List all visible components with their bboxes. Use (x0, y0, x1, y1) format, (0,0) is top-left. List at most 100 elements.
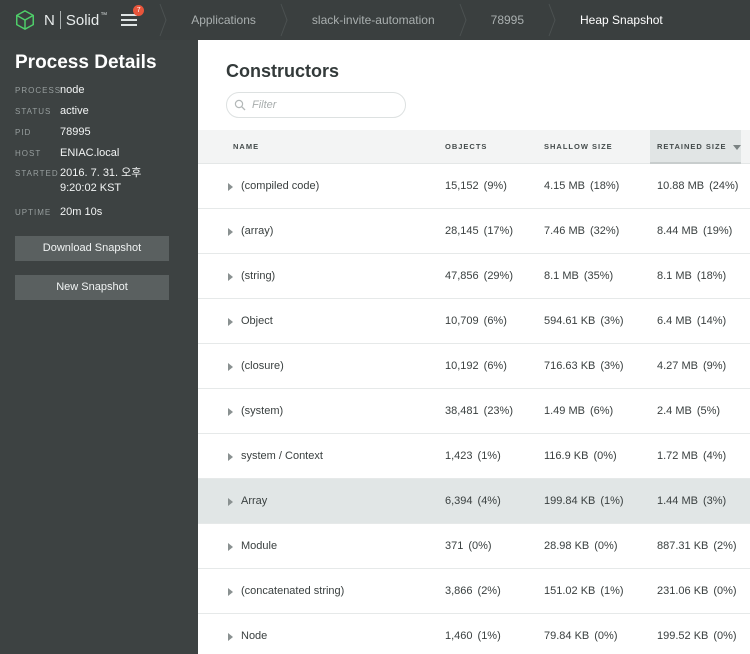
objects-count: 47,856 (445, 270, 479, 282)
expand-arrow-icon[interactable] (228, 228, 233, 236)
nsolid-logo[interactable]: N Solid ™ (14, 0, 107, 40)
cell-retained-size: 2.4 MB (5%) (657, 389, 720, 434)
expand-arrow-icon[interactable] (228, 588, 233, 596)
cell-objects: 28,145 (17%) (445, 209, 513, 254)
objects-percent: (1%) (477, 630, 501, 642)
table-row[interactable]: (array) 28,145 (17%) 7.46 MB (32%) 8.44 MB (19… (198, 209, 750, 254)
objects-percent: (23%) (483, 405, 513, 417)
expand-arrow-icon[interactable] (228, 498, 233, 506)
detail-row: STATUS active (15, 104, 89, 119)
expand-arrow-icon[interactable] (228, 363, 233, 371)
shallow-size-value: 151.02 KB (544, 585, 596, 597)
breadcrumb-chevron-icon (449, 0, 477, 40)
cell-shallow-size: 199.84 KB (1%) (544, 479, 624, 524)
constructors-table: (compiled code) 15,152 (9%) 4.15 MB (18%) 10.… (198, 164, 750, 654)
retained-size-value: 2.4 MB (657, 405, 692, 417)
expand-arrow-icon[interactable] (228, 273, 233, 281)
breadcrumb-chevron-icon (149, 0, 177, 40)
table-row[interactable]: Module 371 (0%) 28.98 KB (0%) 887.31 KB (2%) (198, 524, 750, 569)
process-details-sidebar: Process Details PROCESS node STATUS active P… (0, 40, 198, 654)
shallow-size-value: 116.9 KB (544, 450, 589, 462)
main-panel: Constructors NAME OBJECTS SHALLOW SIZE R… (198, 40, 750, 654)
detail-key: STARTED (15, 169, 59, 178)
cell-shallow-size: 716.63 KB (3%) (544, 344, 624, 389)
detail-value: 78995 (60, 126, 91, 138)
shallow-size-value: 594.61 KB (544, 315, 596, 327)
cell-objects: 1,460 (1%) (445, 614, 501, 654)
logo-trademark: ™ (100, 11, 108, 19)
cell-retained-size: 8.1 MB (18%) (657, 254, 726, 299)
cell-name: Object (241, 315, 273, 327)
retained-size-value: 8.44 MB (657, 225, 698, 237)
objects-count: 3,866 (445, 585, 473, 597)
shallow-size-value: 28.98 KB (544, 540, 590, 552)
objects-count: 28,145 (445, 225, 479, 237)
shallow-size-value: 79.84 KB (544, 630, 590, 642)
cell-objects: 1,423 (1%) (445, 434, 501, 479)
filter-input[interactable] (252, 99, 392, 111)
retained-size-label: RETAINED SIZE (657, 142, 727, 151)
expand-arrow-icon[interactable] (228, 453, 233, 461)
table-row[interactable]: system / Context 1,423 (1%) 116.9 KB (0%) 1.7… (198, 434, 750, 479)
cell-retained-size: 887.31 KB (2%) (657, 524, 737, 569)
table-row[interactable]: (system) 38,481 (23%) 1.49 MB (6%) 2.4 MB (5%) (198, 389, 750, 434)
column-header-objects[interactable]: OBJECTS (445, 142, 488, 151)
cell-shallow-size: 79.84 KB (0%) (544, 614, 618, 654)
retained-size-value: 231.06 KB (657, 585, 709, 597)
download-snapshot-button[interactable]: Download Snapshot (15, 236, 169, 261)
cell-objects: 15,152 (9%) (445, 164, 507, 209)
retained-size-percent: (0%) (713, 585, 737, 597)
detail-row: HOST ENIAC.local (15, 146, 119, 161)
cell-name: (system) (241, 405, 284, 417)
menu-bar (121, 14, 138, 16)
breadcrumb-item[interactable]: 78995 (490, 13, 525, 27)
cell-name: (closure) (241, 360, 284, 372)
column-header-name[interactable]: NAME (233, 142, 260, 151)
retained-size-value: 1.44 MB (657, 495, 698, 507)
breadcrumb-item[interactable]: Applications (191, 13, 256, 27)
table-row[interactable]: (string) 47,856 (29%) 8.1 MB (35%) 8.1 MB (18%… (198, 254, 750, 299)
table-row[interactable]: (concatenated string) 3,866 (2%) 151.02 KB (… (198, 569, 750, 614)
sort-descending-icon (732, 144, 741, 150)
table-header: NAME OBJECTS SHALLOW SIZE RETAINED SIZE (198, 130, 750, 164)
expand-arrow-icon[interactable] (228, 408, 233, 416)
shallow-size-percent: (0%) (593, 450, 617, 462)
expand-arrow-icon[interactable] (228, 183, 233, 191)
hamburger-menu-icon[interactable]: 7 (121, 5, 145, 30)
page-title: Constructors (226, 61, 340, 81)
breadcrumb-item[interactable]: slack-invite-automation (311, 13, 435, 27)
logo-n-text: N (44, 11, 55, 29)
table-row[interactable]: Object 10,709 (6%) 594.61 KB (3%) 6.4 MB (14%) (198, 299, 750, 344)
objects-count: 371 (445, 540, 464, 552)
expand-arrow-icon[interactable] (228, 318, 233, 326)
cell-shallow-size: 151.02 KB (1%) (544, 569, 624, 614)
retained-size-value: 887.31 KB (657, 540, 709, 552)
filter-box[interactable] (226, 92, 406, 118)
column-header-shallow-size[interactable]: SHALLOW SIZE (544, 142, 613, 151)
table-row[interactable]: Node 1,460 (1%) 79.84 KB (0%) 199.52 KB (0%) (198, 614, 750, 654)
cell-shallow-size: 8.1 MB (35%) (544, 254, 613, 299)
breadcrumb-chevron-icon (270, 0, 298, 40)
expand-arrow-icon[interactable] (228, 633, 233, 641)
column-header-retained-size[interactable]: RETAINED SIZE (650, 130, 741, 164)
detail-row: PROCESS node (15, 83, 84, 98)
shallow-size-value: 8.1 MB (544, 270, 579, 282)
retained-size-percent: (5%) (696, 405, 721, 417)
retained-size-percent: (3%) (702, 495, 727, 507)
table-row[interactable]: Array 6,394 (4%) 199.84 KB (1%) 1.44 MB (3%) (198, 479, 750, 524)
expand-arrow-icon[interactable] (228, 543, 233, 551)
detail-value: 20m 10s (60, 206, 103, 218)
shallow-size-value: 199.84 KB (544, 495, 596, 507)
table-row[interactable]: (compiled code) 15,152 (9%) 4.15 MB (18%) 10.… (198, 164, 750, 209)
table-row[interactable]: (closure) 10,192 (6%) 716.63 KB (3%) 4.27 MB (… (198, 344, 750, 389)
detail-key: PID (15, 128, 32, 137)
cell-name: system / Context (241, 450, 323, 462)
shallow-size-percent: (1%) (600, 585, 624, 597)
retained-size-value: 4.27 MB (657, 360, 698, 372)
new-snapshot-button[interactable]: New Snapshot (15, 275, 169, 300)
notification-badge: 7 (133, 5, 145, 16)
objects-count: 6,394 (445, 495, 473, 507)
cell-name: (string) (241, 270, 276, 282)
shallow-size-percent: (35%) (583, 270, 614, 282)
retained-size-value: 8.1 MB (657, 270, 692, 282)
